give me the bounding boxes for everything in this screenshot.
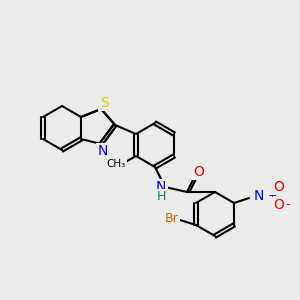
Text: S: S <box>100 96 108 110</box>
Text: CH₃: CH₃ <box>106 159 126 169</box>
Text: O: O <box>274 198 284 212</box>
Text: Br: Br <box>165 212 179 224</box>
Text: -: - <box>286 199 290 212</box>
Text: H: H <box>156 190 166 203</box>
Text: O: O <box>274 180 284 194</box>
Text: N: N <box>254 189 264 203</box>
Text: N: N <box>98 144 108 158</box>
Text: N: N <box>156 180 166 194</box>
Text: O: O <box>194 165 204 179</box>
Text: +: + <box>267 191 277 201</box>
